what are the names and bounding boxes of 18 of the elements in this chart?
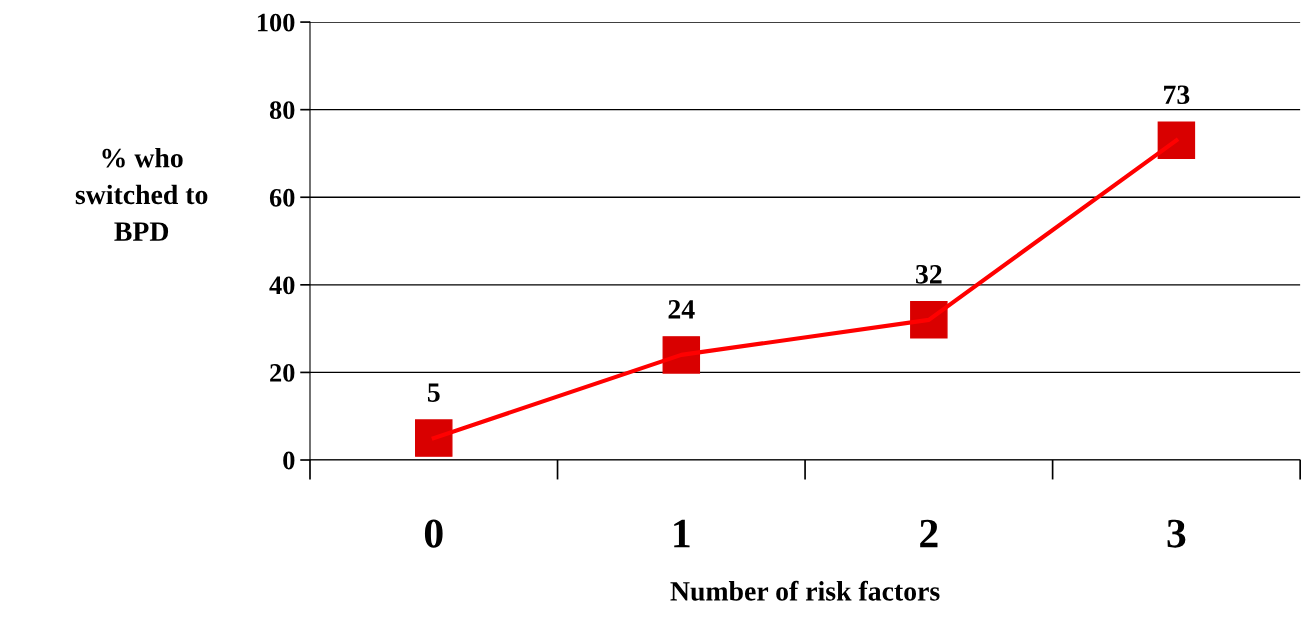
x-tick-label: 3 <box>1167 519 1186 548</box>
x-tick-label: 1 <box>674 519 690 548</box>
y-tick-label: 80 <box>269 101 295 120</box>
y-tick-label: 60 <box>269 188 295 207</box>
y-axis-title: % who switched to BPD <box>75 147 208 241</box>
data-label: 32 <box>916 265 942 284</box>
data-label: 5 <box>427 383 440 402</box>
y-tick-label: 40 <box>269 276 295 295</box>
data-label: 73 <box>1164 85 1190 105</box>
y-tick-label: 20 <box>270 364 295 382</box>
y-tick-label: 0 <box>283 451 295 470</box>
point <box>1157 121 1196 160</box>
y-tick-label: 100 <box>257 13 295 32</box>
x-tick-label: 2 <box>920 519 938 548</box>
x-tick-label: 0 <box>424 519 443 548</box>
data-label: 24 <box>668 300 695 319</box>
point <box>415 419 453 457</box>
x-axis-title: Number of risk factors <box>670 580 940 601</box>
